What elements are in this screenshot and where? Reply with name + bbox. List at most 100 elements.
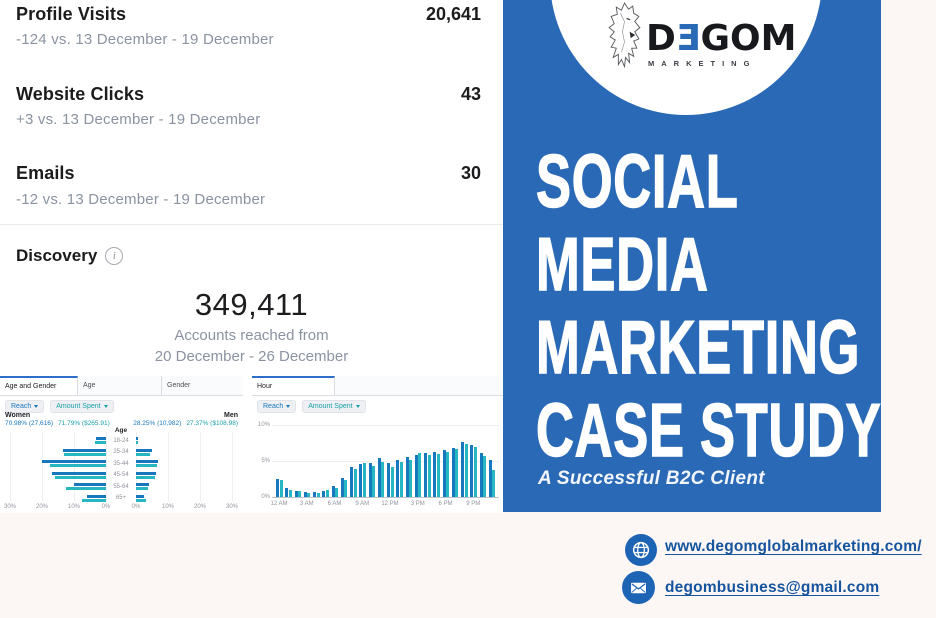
men-label: Men [224, 412, 238, 419]
x-tick-label: 30% [3, 504, 16, 510]
gridline [106, 432, 107, 502]
amount-spent-filter-button[interactable]: Amount Spent [302, 400, 366, 413]
x-tick-label: 10% [67, 504, 80, 510]
metric-row-emails: Emails 30 [16, 163, 481, 184]
hour-spent-bar [279, 480, 283, 497]
hour-reach-bar [387, 463, 390, 497]
hour-spent-bar [362, 463, 366, 497]
discovery-label: Discovery [16, 246, 98, 265]
age-category-label: 45-54 [113, 472, 129, 478]
amount-spent-filter-label: Amount Spent [56, 403, 101, 410]
hour-reach-bar [479, 453, 483, 497]
metric-delta: -124 vs. 13 December - 19 December [16, 31, 274, 48]
men-spent-bar [136, 498, 146, 502]
hour-spent-bar [335, 487, 338, 497]
x-tick-label: 30% [225, 504, 238, 510]
women-spent-bar [94, 441, 106, 444]
men-spent-bar [136, 475, 156, 479]
hour-spent-bar [409, 459, 412, 497]
hour-reach-bar [414, 454, 418, 497]
amount-spent-filter-button[interactable]: Amount Spent [50, 400, 114, 413]
hour-spent-bar [390, 466, 394, 497]
hour-spent-bar [298, 491, 301, 497]
men-reach-stat: 28.25% (10,982) [133, 420, 182, 427]
hour-spent-bar [455, 449, 459, 497]
hour-spent-bar [316, 492, 320, 497]
gridline [272, 425, 499, 426]
hour-reach-bar [359, 463, 363, 497]
women-spent-stat: 71.79% ($265.91) [58, 420, 110, 427]
hour-spent-bar [427, 454, 431, 497]
x-tick-label: 6 PM [438, 501, 453, 507]
hour-spent-bar [288, 489, 292, 497]
men-reach-bar [136, 494, 144, 498]
metric-label: Emails [16, 163, 75, 183]
tab-age[interactable]: Age [78, 376, 162, 395]
hour-reach-bar [276, 479, 279, 497]
logo-subtitle: MARKETING [648, 59, 757, 68]
reach-filter-button[interactable]: Reach [257, 400, 297, 413]
hour-reach-bar [331, 486, 335, 497]
men-spent-bar [136, 441, 138, 444]
metric-value: 30 [460, 163, 481, 183]
gridline [232, 432, 233, 502]
envelope-icon [622, 571, 655, 604]
logo-letter-d: D [646, 18, 676, 59]
hour-spent-bar [436, 453, 440, 497]
website-link[interactable]: www.degomglobalmarketing.com/ [665, 538, 922, 555]
breakdown-tab-bar: Age and Gender Age Gender [0, 376, 243, 396]
hour-spent-bar [492, 469, 496, 497]
hour-reach-bar [368, 463, 372, 497]
reach-filter-button[interactable]: Reach [5, 400, 45, 413]
accounts-reached-caption: Accounts reached from [174, 327, 329, 344]
discovery-section-title: Discovery i [16, 246, 124, 266]
y-tick-label: 10% [257, 422, 270, 428]
metric-filter-row: Reach Amount Spent [5, 400, 114, 413]
x-tick-label: 12 PM [381, 501, 399, 507]
age-category-label: 18-24 [113, 437, 129, 444]
hour-reach-bar [294, 490, 298, 497]
women-spent-bar [54, 475, 106, 479]
age-gender-chart-card: Age and Gender Age Gender Reach Amount S… [0, 376, 243, 513]
x-tick-label: 9 AM [355, 501, 370, 507]
men-reach-bar [136, 460, 159, 463]
women-stats: 70.98% (27,616) 71.79% ($265.91) [5, 420, 110, 427]
section-divider [0, 224, 503, 225]
caret-down-icon [34, 405, 39, 408]
logo-wordmark: DƎGOM [646, 21, 796, 57]
logo-letter-reversed-e: Ǝ [675, 18, 701, 59]
women-reach-bar [86, 494, 106, 498]
hour-reach-bar [322, 490, 326, 497]
tab-bar-spacer [335, 376, 503, 395]
y-tick-label: 0% [261, 494, 270, 500]
hour-reach-bar [424, 453, 427, 497]
title-line-4: CASE STUDY [535, 388, 881, 473]
amount-spent-filter-label: Amount Spent [308, 403, 353, 410]
hour-spent-bar [307, 492, 311, 497]
reach-filter-label: Reach [263, 403, 284, 410]
email-link[interactable]: degombusiness@gmail.com [665, 579, 880, 596]
hour-reach-bar [396, 460, 400, 497]
x-tick-label: 20% [35, 504, 48, 510]
tab-hour[interactable]: Hour [252, 376, 335, 395]
x-tick-label: 20% [193, 504, 206, 510]
title-line-2: MEDIA [535, 222, 709, 307]
women-spent-bar [64, 452, 106, 456]
tab-age-and-gender[interactable]: Age and Gender [0, 376, 78, 395]
hour-reach-bar [442, 450, 446, 497]
men-spent-bar [136, 452, 151, 456]
tab-gender[interactable]: Gender [162, 376, 243, 395]
caret-down-icon [355, 405, 360, 408]
hour-tab-bar: Hour [252, 376, 503, 396]
metric-filter-row: Reach Amount Spent [257, 400, 366, 413]
gridline [10, 432, 11, 502]
x-axis-line [272, 497, 499, 498]
caret-down-icon [103, 405, 108, 408]
hour-spent-bar [344, 479, 348, 497]
metric-value: 43 [460, 84, 481, 104]
gridline [200, 432, 201, 502]
info-icon[interactable]: i [105, 247, 124, 265]
gridline [272, 461, 499, 462]
metric-delta: -12 vs. 13 December - 19 December [16, 191, 266, 208]
